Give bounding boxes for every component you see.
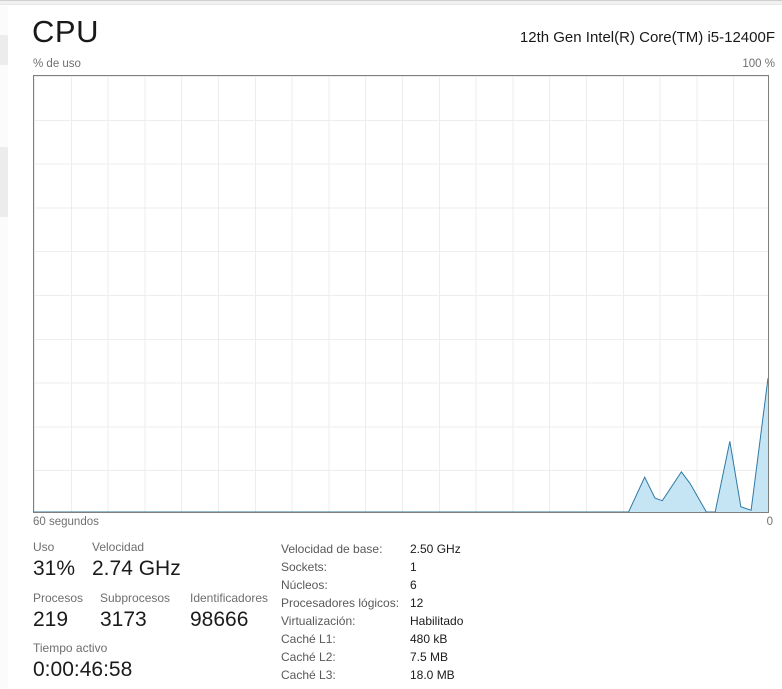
detail-label: Caché L3: xyxy=(281,668,336,682)
stat-label: Subprocesos xyxy=(100,591,171,605)
stat-value: 219 xyxy=(33,608,69,631)
stat-subprocesos: Subprocesos 3173 xyxy=(100,591,170,632)
detail-virtualizacion: Virtualización: Habilitado xyxy=(281,612,581,630)
cpu-details-panel: Velocidad de base: 2.50 GHz Sockets: 1 N… xyxy=(281,540,581,684)
stat-label: Procesos xyxy=(33,591,84,605)
detail-label: Núcleos: xyxy=(281,578,328,592)
cpu-model-name: 12th Gen Intel(R) Core(TM) i5-12400F xyxy=(519,29,775,46)
detail-label: Sockets: xyxy=(281,560,328,574)
detail-value: Habilitado xyxy=(410,614,464,628)
cpu-usage-chart[interactable] xyxy=(33,75,769,513)
stat-label: Velocidad xyxy=(92,540,145,554)
x-axis-label: 60 segundos xyxy=(33,516,99,528)
stat-tiempo-activo: Tiempo activo 0:00:46:58 xyxy=(33,641,132,682)
detail-velocidad-base: Velocidad de base: 2.50 GHz xyxy=(281,540,581,558)
usage-area-fill xyxy=(34,378,768,512)
sidebar-thumbnail-partial[interactable] xyxy=(0,147,8,217)
stat-value: 3173 xyxy=(100,608,147,631)
detail-sockets: Sockets: 1 xyxy=(281,558,581,576)
detail-value: 7.5 MB xyxy=(410,650,449,664)
stat-identificadores: Identificadores 98666 xyxy=(190,591,268,632)
detail-nucleos: Núcleos: 6 xyxy=(281,576,581,594)
page-title: CPU xyxy=(32,14,99,49)
detail-value: 480 kB xyxy=(410,632,448,646)
detail-value: 18.0 MB xyxy=(410,668,455,682)
detail-label: Velocidad de base: xyxy=(281,542,383,556)
sidebar-thumbnail-partial[interactable] xyxy=(0,35,8,65)
y-axis-label: % de uso xyxy=(33,58,81,70)
usage-line xyxy=(34,378,768,512)
detail-value: 1 xyxy=(410,560,417,574)
top-divider xyxy=(0,0,782,5)
detail-label: Caché L2: xyxy=(281,650,336,664)
detail-value: 12 xyxy=(410,596,424,610)
stat-label: Identificadores xyxy=(190,591,269,605)
stat-value: 0:00:46:58 xyxy=(33,658,133,681)
detail-value: 6 xyxy=(410,578,417,592)
stat-value: 2.74 GHz xyxy=(92,557,181,580)
stat-velocidad: Velocidad 2.74 GHz xyxy=(92,540,181,581)
detail-value: 2.50 GHz xyxy=(410,542,461,556)
x-axis-right-label: 0 xyxy=(766,516,773,528)
detail-cache-l2: Caché L2: 7.5 MB xyxy=(281,648,581,666)
detail-procesadores-logicos: Procesadores lógicos: 12 xyxy=(281,594,581,612)
detail-label: Procesadores lógicos: xyxy=(281,596,400,610)
detail-cache-l1: Caché L1: 480 kB xyxy=(281,630,581,648)
stat-value: 31% xyxy=(33,557,76,580)
stat-procesos: Procesos 219 xyxy=(33,591,83,632)
stat-uso: Uso 31% xyxy=(33,540,75,581)
stat-value: 98666 xyxy=(190,608,249,631)
detail-cache-l3: Caché L3: 18.0 MB xyxy=(281,666,581,684)
detail-label: Virtualización: xyxy=(281,614,356,628)
y-axis-max-label: 100 % xyxy=(742,58,775,70)
sidebar-edge xyxy=(0,6,8,689)
cpu-usage-graph xyxy=(34,76,768,512)
stat-label: Uso xyxy=(33,540,55,554)
stat-label: Tiempo activo xyxy=(33,641,108,655)
detail-label: Caché L1: xyxy=(281,632,336,646)
